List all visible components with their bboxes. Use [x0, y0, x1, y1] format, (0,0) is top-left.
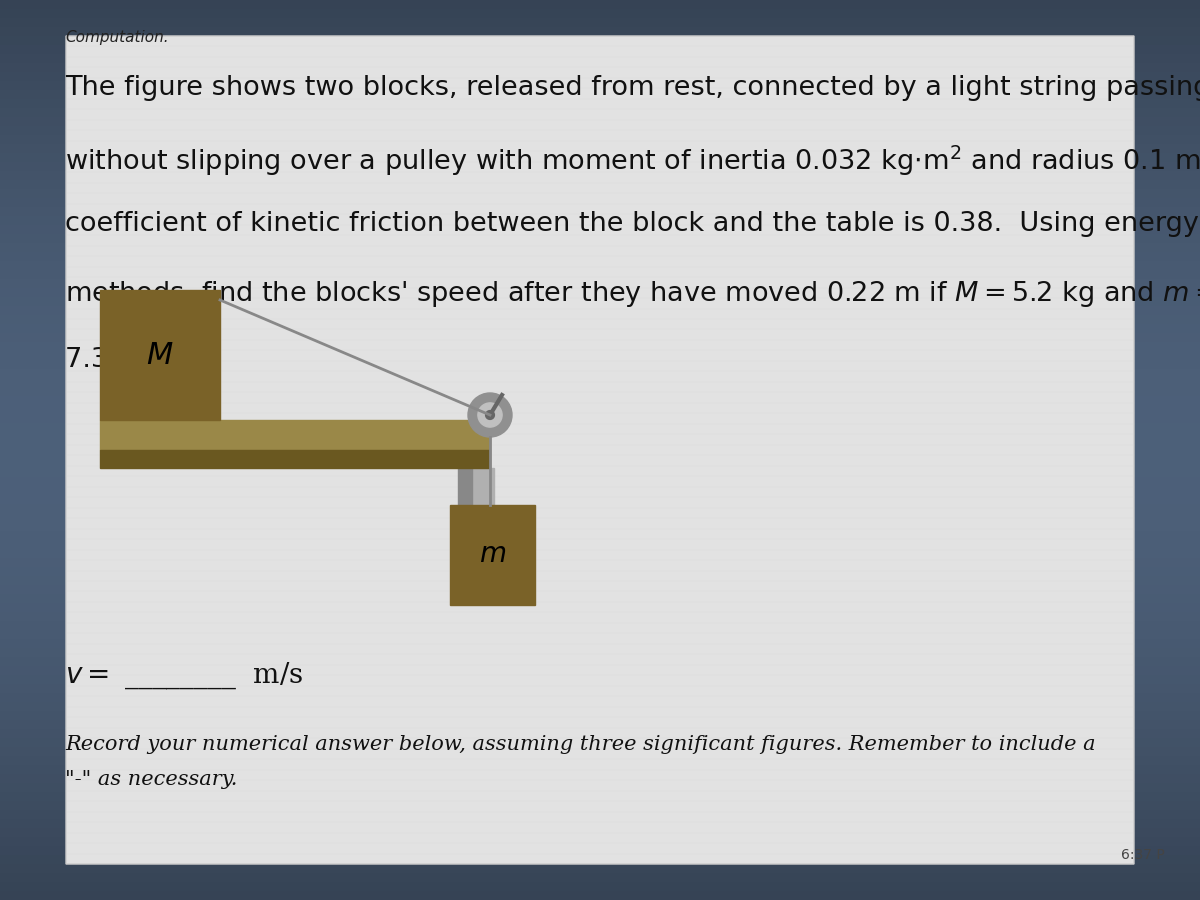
Text: 6:37 P: 6:37 P — [1121, 848, 1165, 862]
Text: $m$: $m$ — [479, 542, 506, 569]
Text: coefficient of kinetic friction between the block and the table is 0.38.  Using : coefficient of kinetic friction between … — [65, 211, 1199, 237]
Bar — [458, 468, 472, 590]
Text: $v =$ ________  m/s: $v =$ ________ m/s — [65, 660, 304, 690]
Text: $M$: $M$ — [146, 339, 174, 371]
Text: without slipping over a pulley with moment of inertia 0.032 kg$\cdot$m$^2$ and r: without slipping over a pulley with mome… — [65, 143, 1200, 177]
Bar — [100, 450, 490, 468]
FancyBboxPatch shape — [66, 36, 1134, 864]
Bar — [472, 468, 494, 590]
Circle shape — [478, 403, 502, 427]
Circle shape — [468, 393, 512, 437]
Text: "-" as necessary.: "-" as necessary. — [65, 770, 238, 789]
Text: 7.3 kg.: 7.3 kg. — [65, 347, 158, 373]
Bar — [450, 505, 535, 605]
Bar — [100, 420, 490, 450]
Text: Computation.: Computation. — [65, 30, 169, 45]
Text: Record your numerical answer below, assuming three significant figures. Remember: Record your numerical answer below, assu… — [65, 735, 1096, 754]
Circle shape — [486, 410, 494, 419]
Text: methods, find the blocks' speed after they have moved 0.22 m if $M = 5.2$ kg and: methods, find the blocks' speed after th… — [65, 279, 1200, 309]
Bar — [100, 290, 220, 420]
Text: The figure shows two blocks, released from rest, connected by a light string pas: The figure shows two blocks, released fr… — [65, 75, 1200, 101]
